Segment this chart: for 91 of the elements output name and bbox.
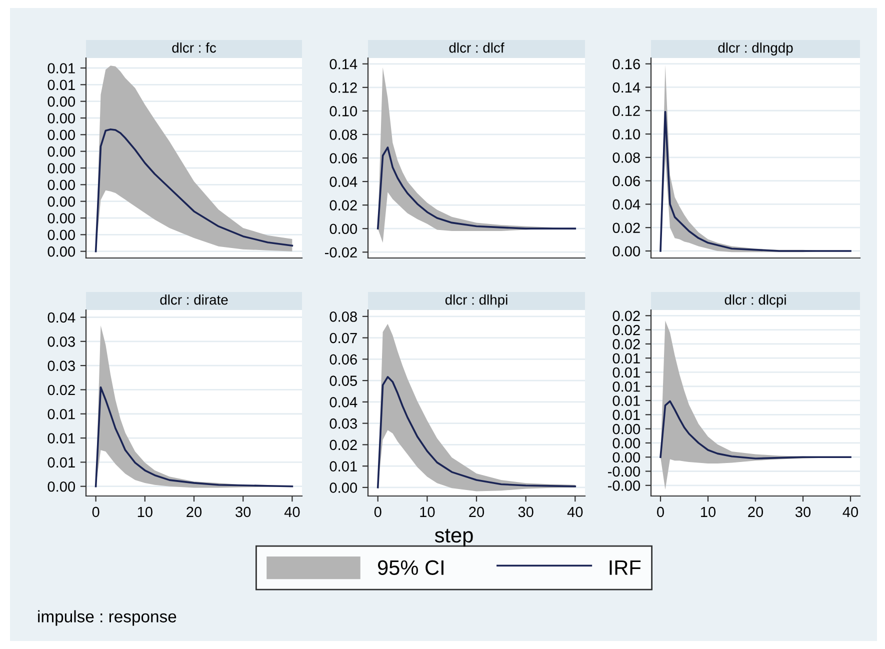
y-tick-label: 0.00 (612, 452, 640, 463)
x-tick-label: 0 (92, 506, 100, 518)
y-tick-label: 0.14 (612, 82, 640, 93)
y-tick-label: 0.10 (612, 129, 640, 140)
y-tick-label: -0.02 (324, 247, 357, 258)
y-tick-label: 0.02 (48, 384, 75, 396)
y-tick-label: 0.12 (330, 82, 357, 93)
x-tick-label: 10 (138, 506, 152, 518)
line-series (376, 376, 576, 488)
y-tick-label: 0.02 (612, 339, 640, 350)
line-series (660, 400, 852, 460)
y-tick-label: 0.00 (48, 130, 76, 140)
y-tick-label: 0.00 (48, 246, 76, 257)
y-tick-label: 0.02 (330, 200, 357, 210)
y-tick-label: 0.00 (48, 230, 76, 240)
x-tick-label: 0 (657, 506, 664, 518)
x-tick-label: 30 (236, 506, 251, 518)
line-series (376, 146, 576, 230)
chart-title: dlcr : dlcpi (724, 294, 786, 308)
line-series (94, 386, 294, 488)
y-tick-label: 0.06 (330, 354, 357, 365)
chart-title: dlcr : dlcf (449, 42, 504, 53)
y-tick-label: 0.01 (48, 433, 75, 444)
y-tick-label: 0.00 (612, 424, 640, 434)
chart-title: dlcr : dlhpi (445, 294, 508, 308)
text: impulse : response (38, 610, 176, 626)
x-tick-label: 10 (420, 506, 435, 518)
chart-title: dlcr : dlngdp (718, 42, 793, 56)
y-tick-label: -0.00 (608, 466, 640, 477)
y-tick-label: 0.00 (48, 180, 76, 190)
x-tick-label: 40 (567, 506, 583, 518)
y-tick-label: 0.10 (330, 106, 358, 116)
y-tick-label: 0.07 (330, 332, 357, 344)
y-tick-label: 0.01 (612, 381, 640, 392)
y-tick-label: 0.00 (48, 481, 76, 492)
y-tick-label: 0.01 (48, 408, 75, 420)
y-tick-label: 0.01 (48, 80, 75, 90)
y-tick-label: 0.01 (612, 367, 640, 378)
y-tick-label: 0.00 (612, 246, 640, 256)
x-tick-label: 30 (795, 506, 811, 518)
y-tick-label: 0.08 (330, 312, 357, 322)
y-tick-label: 0.02 (612, 310, 640, 322)
x-tick-label: 40 (284, 506, 300, 518)
y-tick-label: 0.04 (330, 176, 358, 187)
y-tick-label: -0.00 (608, 480, 640, 491)
y-tick-label: 0.03 (330, 418, 357, 429)
x-axis-title: step (434, 528, 473, 547)
y-tick-label: 0.00 (612, 438, 640, 448)
y-tick-label: 0.02 (330, 440, 357, 450)
legend-label: IRF (610, 560, 641, 575)
y-tick-label: 0.05 (330, 376, 357, 386)
y-tick-label: 0.14 (330, 58, 358, 70)
y-tick-label: 0.12 (612, 106, 640, 116)
chart-title: dlcr : dirate (160, 294, 228, 305)
y-tick-label: 0.16 (612, 58, 640, 70)
y-tick-label: 0.01 (612, 353, 640, 364)
y-tick-label: 0.08 (330, 130, 357, 140)
y-tick-label: 0.01 (48, 457, 75, 468)
chart-title: dlcr : fc (172, 42, 216, 53)
x-tick-label: 10 (701, 506, 716, 518)
y-tick-label: 0.01 (612, 396, 640, 406)
x-tick-label: 20 (748, 506, 764, 518)
text: 95% CI (378, 560, 444, 575)
line-series (94, 128, 294, 252)
y-tick-label: 0.04 (612, 199, 640, 210)
y-tick-label: 0.04 (48, 312, 76, 323)
x-tick-label: 20 (186, 506, 202, 518)
y-tick-label: 0.00 (48, 113, 76, 124)
x-tick-label: 40 (842, 506, 858, 518)
y-tick-label: 0.01 (612, 410, 640, 420)
x-tick-label: 0 (374, 506, 382, 518)
y-tick-label: 0.06 (612, 176, 640, 186)
y-tick-label: 0.02 (612, 324, 640, 336)
y-tick-label: 0.00 (330, 482, 358, 493)
y-tick-label: 0.00 (330, 224, 358, 234)
y-tick-label: 0.08 (612, 152, 640, 163)
y-tick-label: 0.00 (48, 96, 76, 107)
y-tick-label: 0.04 (330, 397, 358, 408)
x-tick-label: 20 (469, 506, 484, 518)
y-tick-label: 0.00 (48, 213, 76, 224)
y-tick-label: 0.03 (48, 336, 75, 347)
y-tick-label: 0.01 (330, 461, 357, 472)
y-tick-label: 0.00 (48, 163, 76, 174)
y-tick-label: 0.00 (48, 196, 76, 207)
y-tick-label: 0.03 (48, 360, 75, 371)
y-tick-label: 0.06 (330, 153, 357, 164)
y-tick-label: 0.01 (48, 63, 75, 74)
line-series (660, 110, 852, 252)
y-tick-label: 0.00 (48, 146, 76, 157)
x-tick-label: 30 (518, 506, 534, 518)
y-tick-label: 0.02 (612, 222, 640, 234)
